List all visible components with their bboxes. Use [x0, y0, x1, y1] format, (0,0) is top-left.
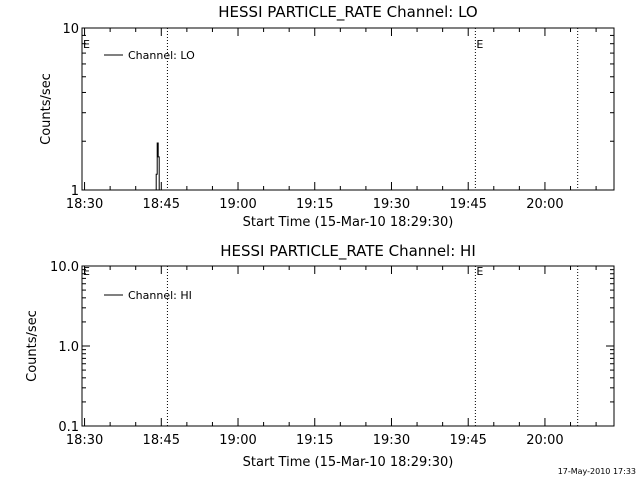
y-tick-label: 1.0	[58, 340, 79, 355]
y-axis-label: Counts/sec	[25, 310, 40, 382]
event-label: E	[476, 265, 483, 278]
legend-label: Channel: HI	[128, 289, 192, 302]
x-tick-label: 20:00	[526, 433, 563, 448]
x-tick-label: 19:00	[219, 197, 256, 212]
x-tick-label: 19:00	[219, 433, 256, 448]
x-tick-label: 19:15	[296, 433, 333, 448]
y-tick-label: 10	[62, 22, 79, 37]
x-tick-label: 18:45	[143, 433, 180, 448]
y-axis-label: Counts/sec	[39, 73, 54, 145]
series-line-0	[155, 142, 161, 191]
x-tick-label: 18:45	[143, 197, 180, 212]
x-tick-label: 19:30	[373, 433, 410, 448]
legend-label: Channel: LO	[128, 49, 195, 62]
chart-title: HESSI PARTICLE_RATE Channel: LO	[218, 3, 477, 22]
x-axis-label: Start Time (15-Mar-10 18:29:30)	[243, 455, 454, 470]
x-tick-label: 19:15	[296, 197, 333, 212]
plot-frame	[81, 27, 615, 191]
x-tick-label: 19:45	[449, 433, 486, 448]
event-label: E	[83, 265, 90, 278]
plot-timestamp: 17-May-2010 17:33	[558, 467, 636, 476]
x-tick-label: 20:00	[526, 197, 563, 212]
x-axis-label: Start Time (15-Mar-10 18:29:30)	[243, 215, 454, 230]
y-tick-label: 1	[71, 184, 79, 199]
event-label: E	[476, 38, 483, 51]
y-tick-label: 0.1	[58, 420, 79, 435]
event-label: E	[83, 38, 90, 51]
x-tick-label: 18:30	[66, 433, 103, 448]
x-tick-label: 19:45	[449, 197, 486, 212]
x-tick-label: 19:30	[373, 197, 410, 212]
x-tick-label: 18:30	[66, 197, 103, 212]
chart-title: HESSI PARTICLE_RATE Channel: HI	[220, 242, 476, 261]
y-tick-label: 10.0	[50, 260, 79, 275]
